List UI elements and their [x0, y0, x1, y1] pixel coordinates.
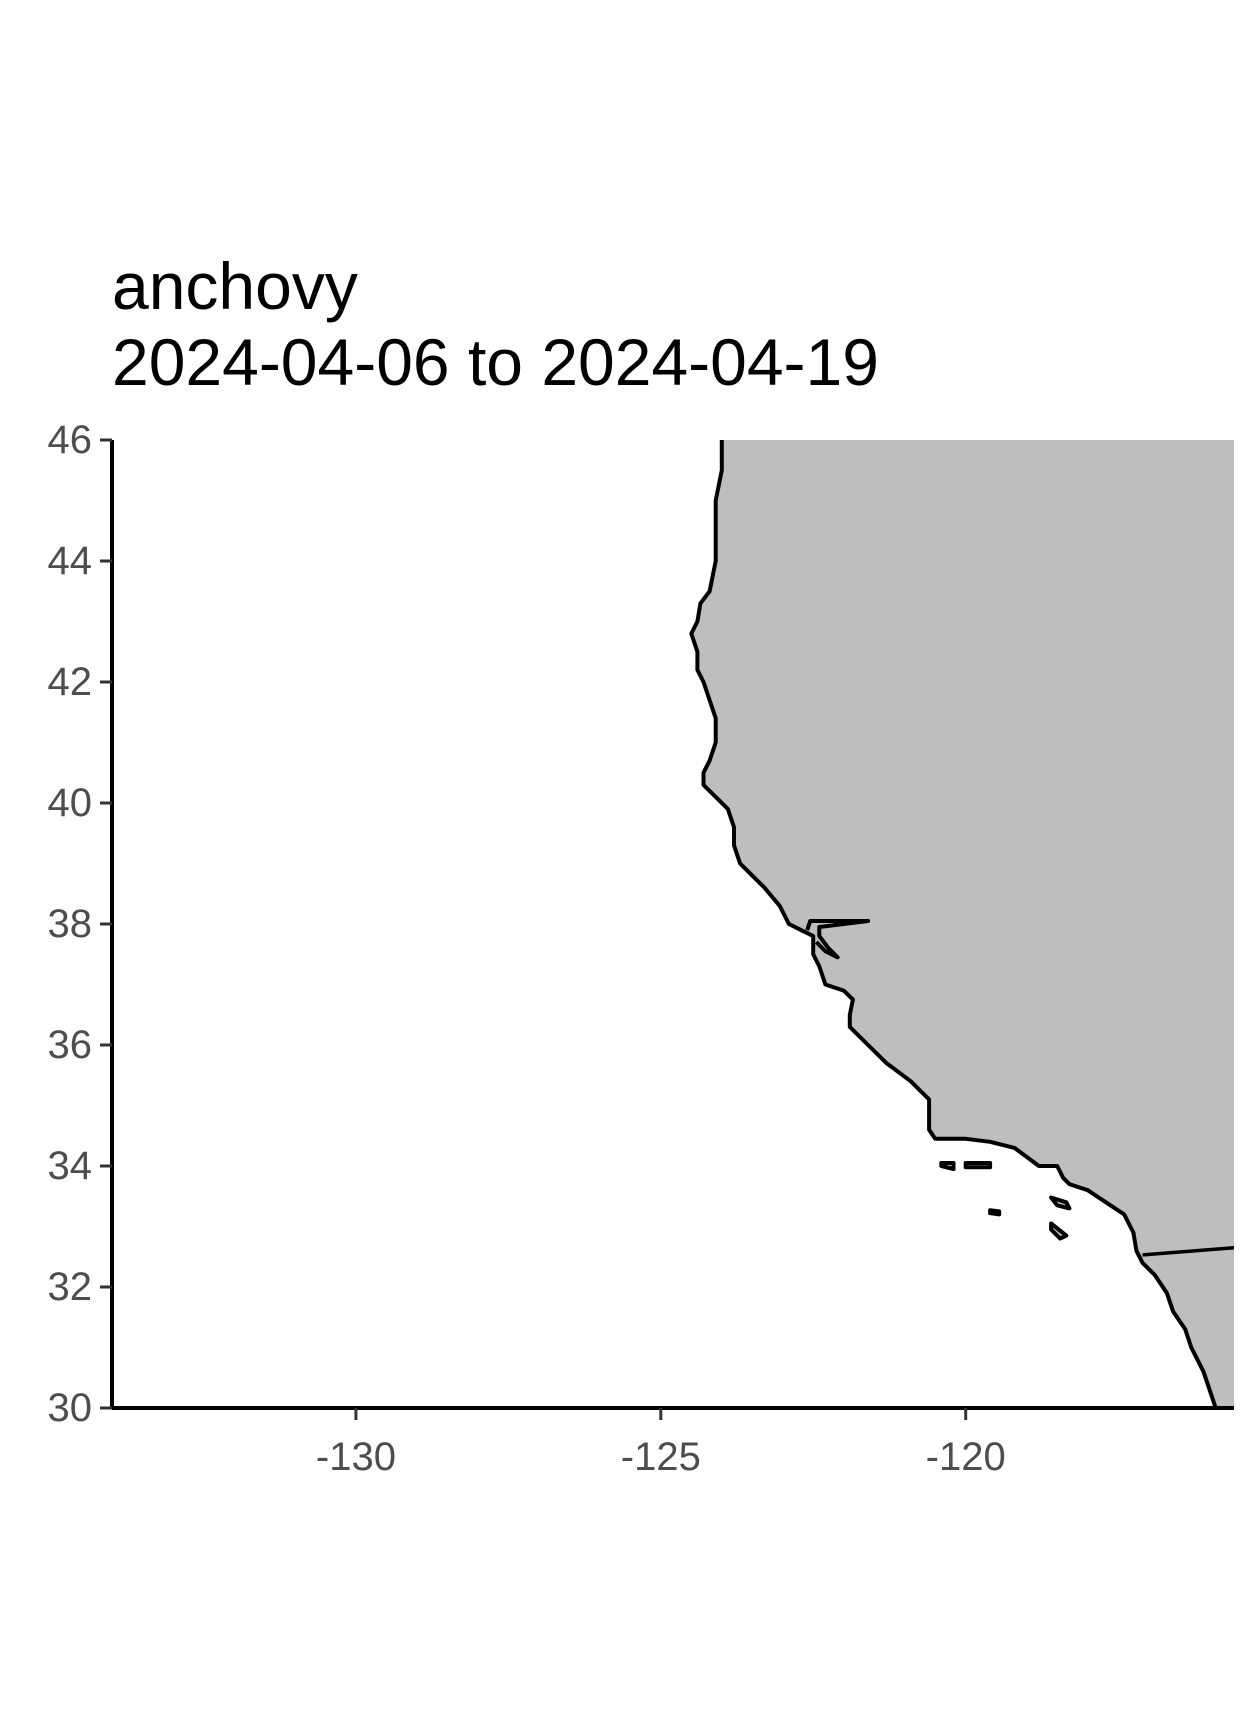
island [939, 1161, 956, 1171]
land-area [691, 440, 1234, 1408]
x-tick-label: -125 [621, 1435, 701, 1479]
island [963, 1161, 993, 1170]
map-title-species: anchovy [112, 249, 358, 323]
san-francisco-bay [805, 919, 871, 960]
axes-layer: 30 32 34 36 38 40 42 44 46 -130 -125 -120 [48, 418, 1234, 1479]
y-tick-label: 44 [48, 539, 93, 583]
map-title-date-range: 2024-04-06 to 2024-04-19 [112, 325, 879, 399]
map-title: anchovy 2024-04-06 to 2024-04-19 [112, 248, 879, 400]
y-tick-label: 42 [48, 660, 93, 704]
x-tick-label: -130 [316, 1435, 396, 1479]
coastline [689, 440, 1218, 1408]
y-tick-label: 30 [48, 1386, 93, 1430]
y-tick-label: 36 [48, 1023, 93, 1067]
y-tick-label: 38 [48, 902, 93, 946]
y-tick-label: 32 [48, 1265, 93, 1309]
x-tick-label: -120 [926, 1435, 1006, 1479]
island [1049, 1221, 1069, 1241]
us-mexico-border [1142, 1245, 1234, 1257]
y-tick-label: 40 [48, 781, 93, 825]
map-layer [689, 440, 1234, 1408]
y-tick-label: 46 [48, 418, 93, 462]
island [988, 1208, 1002, 1217]
island [1049, 1195, 1072, 1211]
y-tick-label: 34 [48, 1144, 93, 1188]
